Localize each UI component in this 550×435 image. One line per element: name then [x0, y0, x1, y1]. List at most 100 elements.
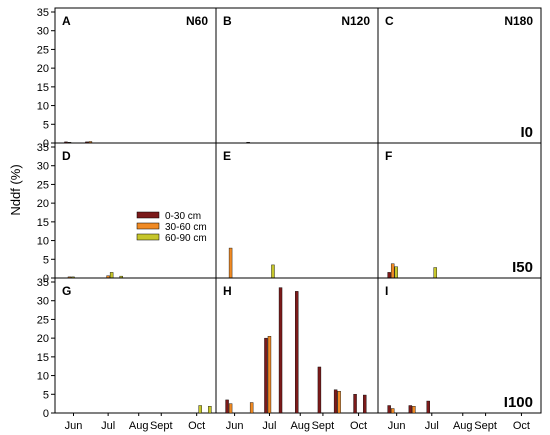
axes: 0510152025303505101520253035051015202530…: [37, 7, 530, 432]
bar-0-30-cm: [426, 400, 430, 414]
y-tick-label: 5: [43, 254, 49, 266]
bar-0-30-cm: [363, 394, 367, 414]
panel-letter: I: [385, 284, 388, 298]
y-tick-label: 20: [37, 63, 49, 75]
x-tick-label: Sept: [150, 420, 173, 432]
panel-frame: [54, 277, 217, 414]
y-axis-label: Nddf (%): [8, 164, 23, 215]
x-tick-label: Sept: [474, 420, 497, 432]
bar-60-90-cm: [109, 272, 114, 279]
x-tick-label: Jul: [425, 420, 439, 432]
legend-label: 30-60 cm: [165, 222, 207, 233]
y-tick-label: 35: [37, 142, 49, 154]
bar-60-90-cm: [394, 266, 398, 279]
panel-letter: A: [62, 14, 71, 28]
bar-0-30-cm: [264, 337, 268, 414]
y-tick-label: 15: [37, 352, 49, 364]
y-tick-label: 25: [37, 44, 49, 56]
y-tick-label: 10: [37, 101, 49, 113]
y-tick-label: 5: [43, 119, 49, 131]
panel-letter: B: [223, 14, 232, 28]
bar-0-30-cm: [333, 389, 338, 414]
x-tick-label: Aug: [290, 420, 310, 432]
panel-a: A N60: [54, 7, 217, 144]
y-tick-label: 25: [37, 179, 49, 191]
y-tick-label: 0: [43, 273, 49, 285]
y-tick-label: 5: [43, 389, 49, 401]
x-tick-label: Oct: [513, 420, 530, 432]
panel-i-label: I100: [504, 394, 533, 411]
panel-e: E: [215, 142, 379, 279]
legend-swatch: [136, 222, 160, 230]
panel-letter: C: [385, 14, 394, 28]
bar-0-30-cm: [295, 291, 299, 414]
panel-i-label: I50: [512, 259, 533, 276]
bar-60-90-cm: [271, 264, 275, 279]
y-tick-label: 20: [37, 198, 49, 210]
bar-0-30-cm: [225, 399, 229, 414]
panel-i-label: I0: [520, 124, 533, 141]
x-tick-label: Aug: [129, 420, 149, 432]
panel-frame: [215, 7, 379, 144]
bar-0-30-cm: [278, 287, 283, 414]
legend-swatch: [136, 233, 160, 241]
legend-label: 60-90 cm: [165, 233, 207, 244]
y-tick-label: 35: [37, 277, 49, 289]
x-tick-label: Oct: [350, 420, 367, 432]
bar-30-60-cm: [390, 408, 395, 414]
bar-0-30-cm: [317, 366, 322, 414]
panel-frame: [377, 277, 542, 414]
y-tick-label: 10: [37, 371, 49, 383]
y-tick-label: 0: [43, 138, 49, 150]
y-tick-label: 30: [37, 296, 49, 308]
bar-0-30-cm: [387, 405, 391, 414]
panel-c: C N180 I0: [377, 7, 542, 144]
y-tick-label: 30: [37, 161, 49, 173]
y-tick-label: 35: [37, 7, 49, 19]
bar-30-60-cm: [390, 263, 395, 279]
panel-h: H: [215, 277, 379, 414]
panel-letter: D: [62, 149, 71, 163]
panel-letter: F: [385, 149, 392, 163]
bar-30-60-cm: [228, 247, 233, 279]
y-tick-label: 10: [37, 236, 49, 248]
panel-i: I I100: [377, 277, 542, 414]
bar-30-60-cm: [228, 403, 233, 414]
y-tick-label: 15: [37, 217, 49, 229]
x-tick-label: Sept: [312, 420, 335, 432]
x-tick-label: Jun: [226, 420, 244, 432]
y-tick-label: 15: [37, 82, 49, 94]
x-tick-label: Jul: [262, 420, 276, 432]
y-tick-label: 25: [37, 314, 49, 326]
panel-f: F I50: [377, 142, 542, 279]
panel-n-label: N120: [341, 14, 370, 28]
panel-n-label: N60: [186, 14, 208, 28]
panel-letter: G: [62, 284, 71, 298]
legend-swatch: [136, 211, 160, 219]
panel-g: G: [54, 277, 217, 414]
bar-30-60-cm: [249, 402, 254, 414]
panel-letter: H: [223, 284, 232, 298]
panel-frame: [215, 142, 379, 279]
y-tick-label: 0: [43, 408, 49, 420]
panel-b: B N120: [215, 7, 379, 144]
panel-frame: [54, 7, 217, 144]
y-tick-label: 30: [37, 26, 49, 38]
x-tick-label: Jul: [101, 420, 115, 432]
x-tick-label: Jun: [388, 420, 406, 432]
bar-30-60-cm: [267, 336, 272, 414]
bar-0-30-cm: [353, 394, 357, 414]
x-tick-label: Oct: [188, 420, 205, 432]
x-tick-label: Aug: [453, 420, 473, 432]
panel-letter: E: [223, 149, 231, 163]
bar-0-30-cm: [387, 272, 391, 279]
x-tick-label: Jun: [65, 420, 83, 432]
panel-n-label: N180: [504, 14, 533, 28]
panel-frame: [377, 7, 542, 144]
bar-0-30-cm: [408, 405, 413, 414]
panel-frame: [377, 142, 542, 279]
bar-60-90-cm: [198, 405, 202, 414]
bar-60-90-cm: [208, 406, 212, 414]
